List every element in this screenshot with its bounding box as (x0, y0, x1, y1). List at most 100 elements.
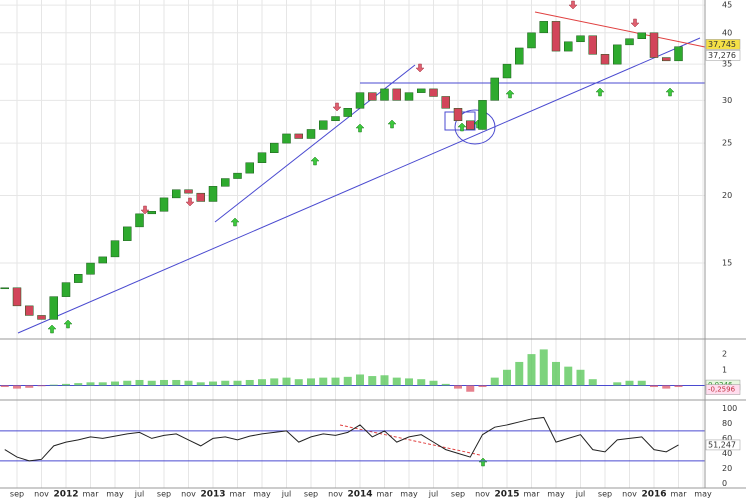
x-tick-label: 2015 (494, 490, 519, 500)
candle (49, 296, 58, 320)
macd-bar (564, 366, 573, 386)
y-tick-label: 20 (722, 464, 732, 473)
candle (588, 35, 597, 55)
candle (576, 35, 585, 43)
candle (380, 88, 389, 101)
macd-bar (282, 377, 291, 386)
macd-bar (650, 385, 658, 388)
candle (172, 189, 181, 199)
plot (0, 21, 705, 462)
candle (466, 120, 475, 130)
sell-arrow (415, 63, 425, 73)
x-tick-label: sep (157, 490, 171, 499)
candle (86, 262, 95, 275)
candle (135, 213, 144, 228)
candle (649, 32, 659, 58)
candle (270, 142, 279, 153)
y-tick-label: 100 (722, 404, 737, 413)
candle (257, 152, 267, 163)
macd-bar (160, 379, 168, 386)
candle (637, 32, 646, 40)
candle (208, 186, 218, 202)
candle (368, 92, 377, 101)
macd-bar (123, 380, 132, 386)
candle (527, 32, 536, 49)
x-tick-label: jul (134, 490, 145, 499)
macd-bar (258, 379, 266, 386)
macd-bar (13, 385, 21, 389)
rsi-line (4, 416, 679, 462)
x-tick-label: mar (377, 490, 394, 499)
macd-bar (613, 382, 622, 386)
macd-bar (637, 380, 646, 386)
price-label: 37,276 (708, 51, 736, 60)
buy-arrow (478, 457, 488, 467)
macd-bar (490, 377, 499, 386)
macd-bar (552, 361, 560, 386)
macd-bar (294, 379, 303, 386)
x-tick-label: 2016 (641, 490, 666, 500)
buy-arrow (47, 324, 57, 334)
macd-bar (576, 369, 585, 386)
candle (306, 129, 316, 139)
y-tick-label: 35 (722, 60, 732, 69)
macd-bar (392, 377, 401, 386)
candle (404, 92, 414, 101)
macd-bar (662, 385, 671, 389)
candle (245, 162, 254, 174)
candle (429, 88, 438, 97)
price-box (705, 50, 741, 61)
macd-bar (172, 379, 181, 386)
sell-arrow (332, 102, 342, 112)
value-label: 51,247 (708, 440, 736, 449)
buy-arrow (310, 156, 320, 166)
resistance-line (534, 11, 706, 48)
macd-bar (674, 385, 683, 388)
x-tick-label: may (400, 490, 418, 499)
x-tick-label: jul (575, 490, 586, 499)
x-tick-label: nov (622, 490, 637, 499)
macd-bar (270, 378, 279, 386)
macd-bar (233, 380, 242, 386)
x-tick-label: may (694, 490, 712, 499)
y-tick-label: 1 (722, 365, 727, 374)
candle (662, 57, 671, 62)
candle (98, 256, 107, 264)
macd-bar (539, 349, 548, 386)
x-tick-label: mar (230, 490, 247, 499)
macd-bar (356, 374, 364, 386)
candle (61, 282, 71, 297)
candle (539, 21, 548, 34)
macd-bar (111, 381, 119, 386)
macd-bar (319, 377, 328, 386)
x-tick-label: may (106, 490, 124, 499)
candle (147, 211, 156, 215)
candle (441, 96, 450, 109)
candle (74, 274, 83, 283)
candle (600, 54, 610, 65)
value-box (705, 384, 741, 395)
x-tick-label: nov (475, 490, 490, 499)
macd-bar (429, 380, 438, 386)
candle (233, 172, 242, 179)
candle (0, 287, 9, 290)
candle (613, 44, 622, 65)
x-tick-label: may (547, 490, 565, 499)
candle (355, 92, 365, 109)
candle (453, 108, 463, 122)
macd-bar (380, 375, 389, 386)
x-tick-label: mar (83, 490, 100, 499)
y-tick-label: 40 (722, 449, 732, 458)
macd-bar (527, 354, 536, 386)
x-tick-label: sep (10, 490, 24, 499)
macd-bar (368, 376, 377, 386)
macd-bar (62, 383, 70, 386)
macd-bar (417, 379, 426, 386)
candle (282, 133, 291, 144)
x-tick-label: 2012 (53, 490, 78, 500)
macd-bar (405, 378, 413, 386)
candle (184, 189, 193, 194)
macd-bar (37, 385, 46, 387)
candle (110, 240, 120, 258)
